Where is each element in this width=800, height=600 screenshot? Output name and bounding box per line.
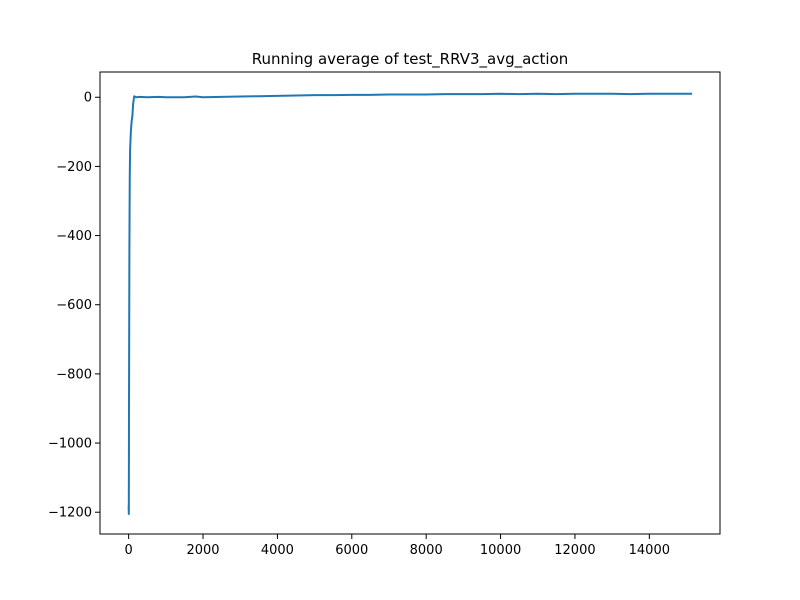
x-axis-ticks: 0 2000 4000 6000 8000 10000 12000 14000 [124, 534, 670, 558]
chart-title: Running average of test_RRV3_avg_action [252, 50, 569, 69]
plot-layer [127, 92, 693, 515]
x-tick-label: 14000 [629, 543, 670, 558]
x-tick-label: 0 [124, 543, 132, 558]
y-tick-label: −400 [56, 229, 92, 244]
x-tick-label: 6000 [335, 543, 368, 558]
x-tick-label: 10000 [480, 543, 521, 558]
series-line-0 [127, 92, 693, 515]
x-tick-label: 8000 [410, 543, 443, 558]
x-tick-label: 4000 [261, 543, 294, 558]
y-axis-ticks: −1200 −1000 −800 −600 −400 −200 0 [48, 91, 100, 521]
plot-frame [99, 71, 721, 535]
y-tick-label: −200 [56, 160, 92, 175]
x-tick-label: 12000 [554, 543, 595, 558]
y-tick-label: −800 [56, 367, 92, 382]
x-tick-label: 2000 [186, 543, 219, 558]
y-tick-label: −600 [56, 298, 92, 313]
y-tick-label: −1000 [48, 437, 92, 452]
y-tick-label: 0 [84, 91, 92, 106]
y-tick-label: −1200 [48, 506, 92, 521]
